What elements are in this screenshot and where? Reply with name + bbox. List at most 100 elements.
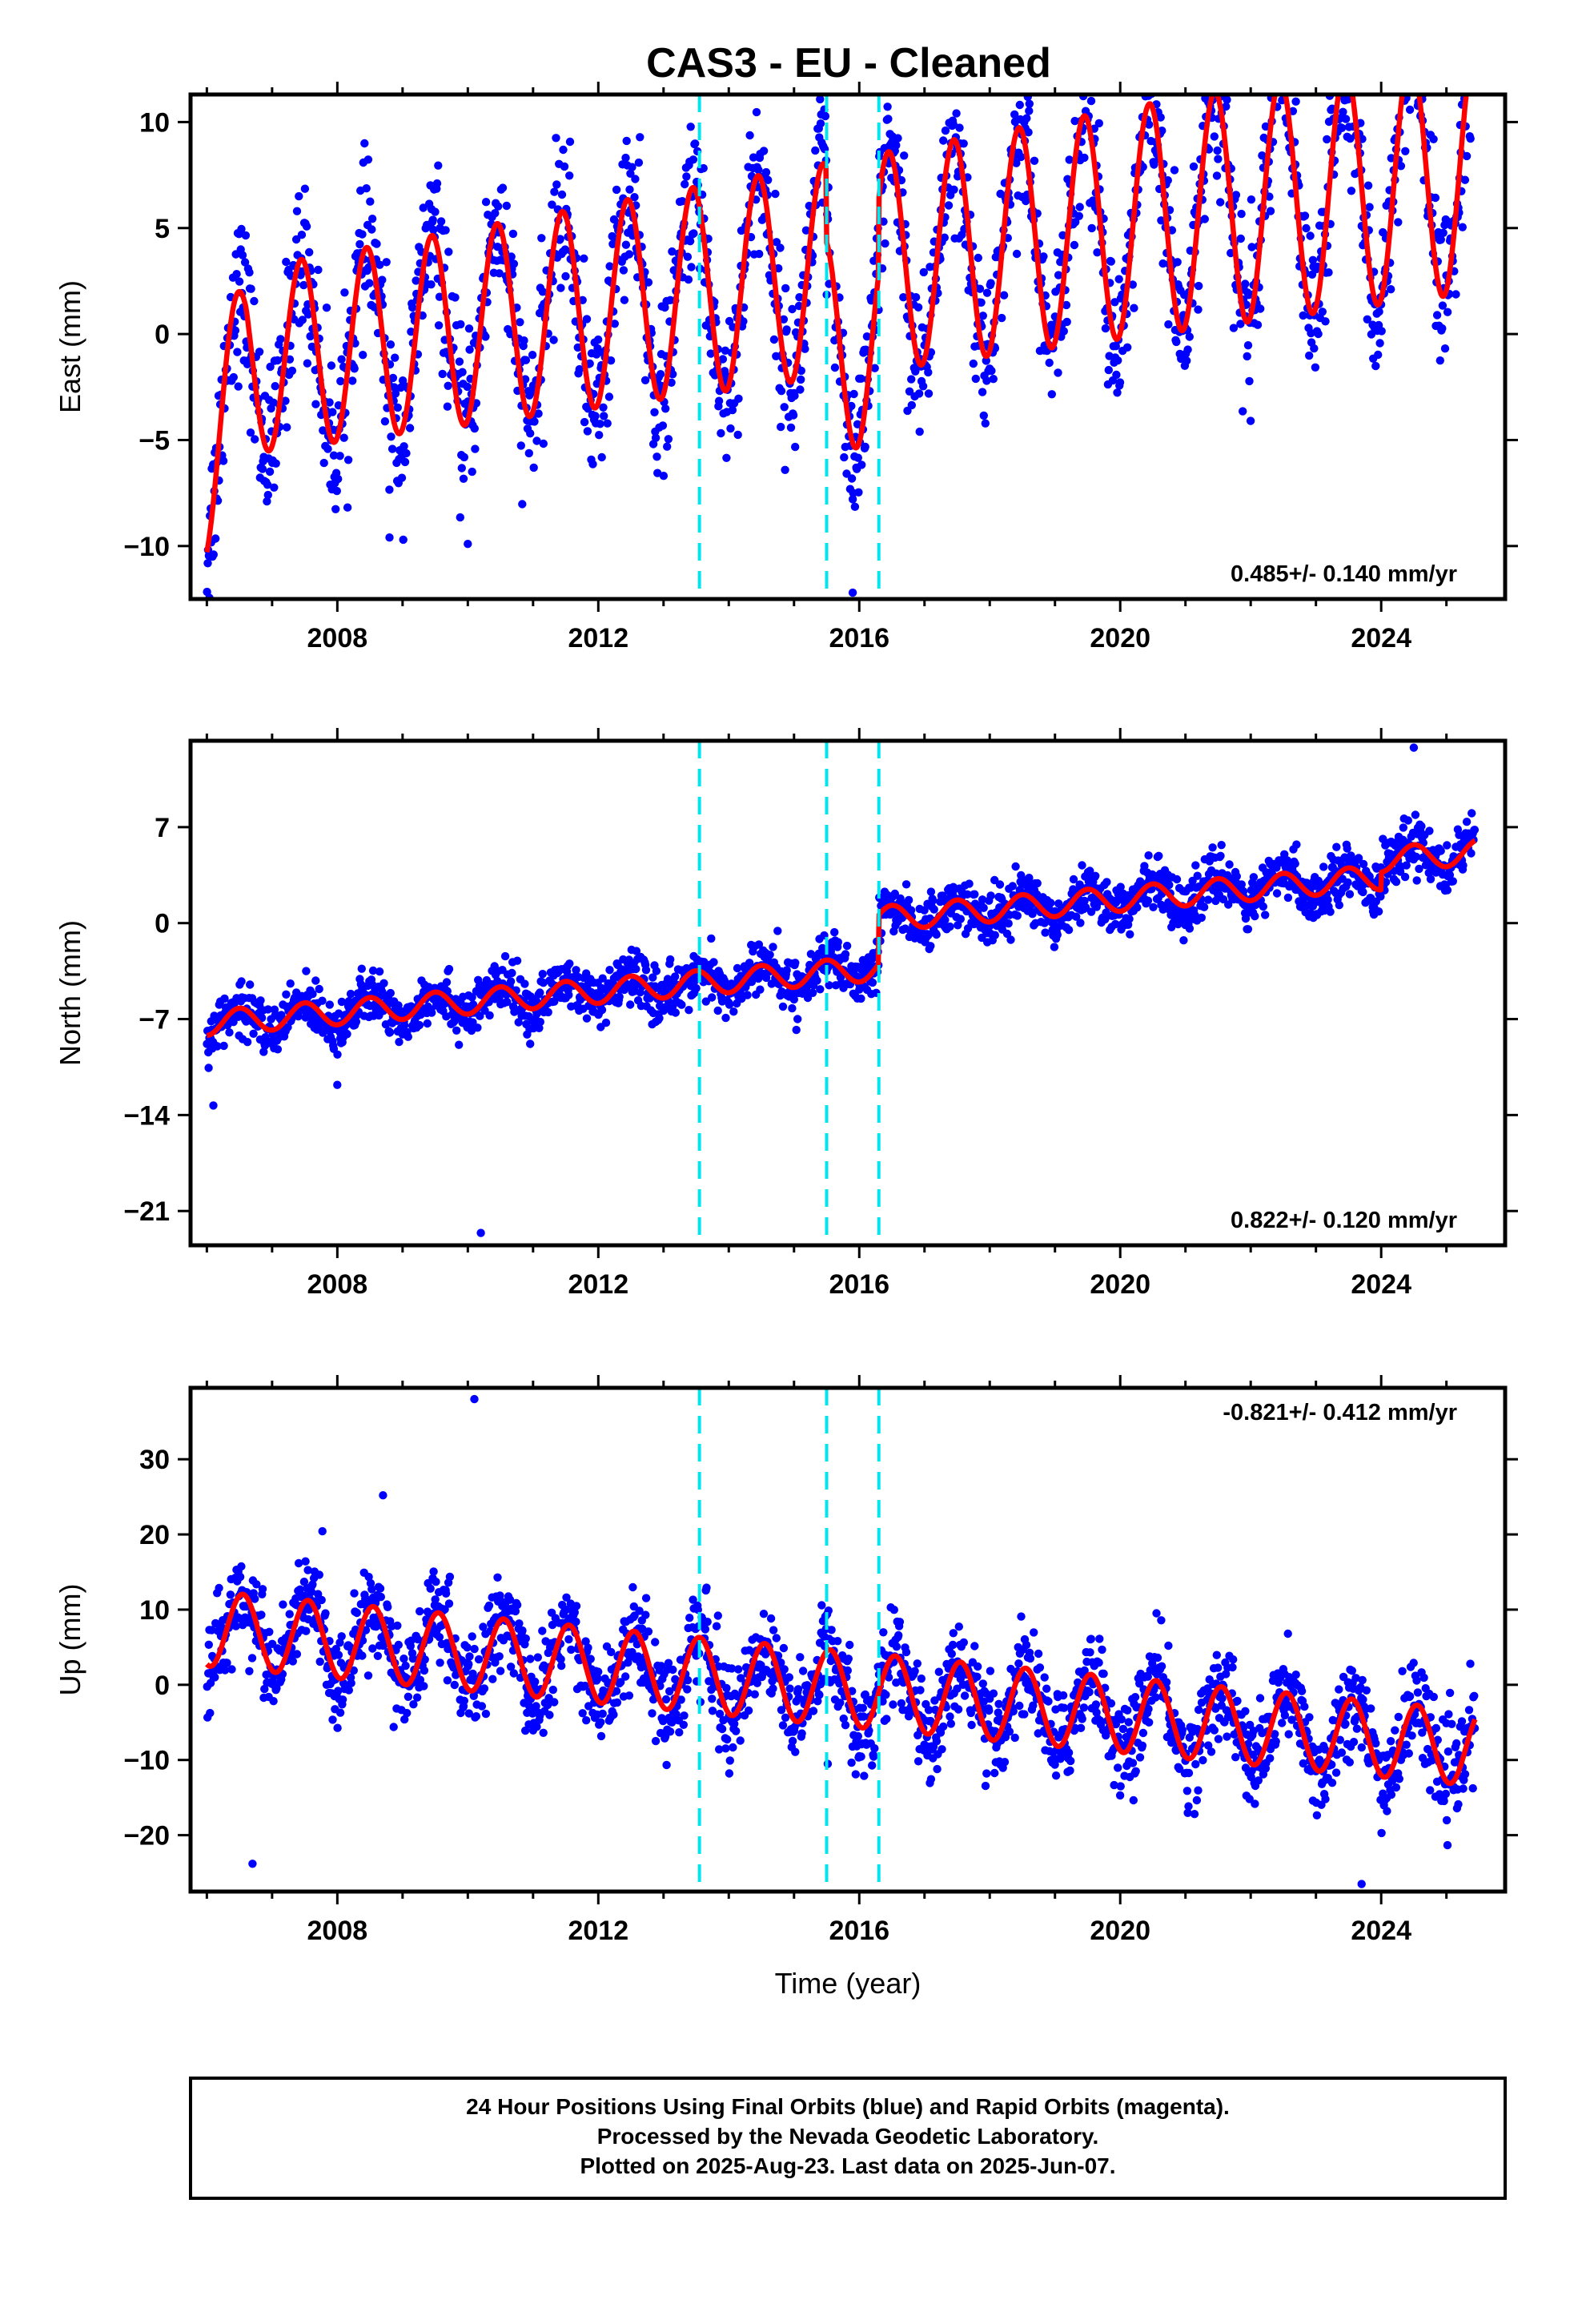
data-point [668, 247, 677, 256]
data-point [1210, 58, 1218, 66]
data-point [428, 215, 437, 224]
data-point [1199, 903, 1209, 911]
data-points [203, 22, 1475, 599]
data-point [387, 444, 397, 453]
data-point [1319, 862, 1328, 871]
data-point [1217, 49, 1225, 57]
data-point [588, 460, 597, 468]
data-point [476, 1011, 484, 1020]
data-point [375, 967, 384, 976]
data-point [1142, 76, 1150, 84]
data-point [1440, 344, 1450, 353]
data-point [474, 1655, 484, 1664]
data-point [628, 163, 636, 171]
data-point [1283, 893, 1293, 903]
data-point [306, 332, 315, 341]
data-point [560, 162, 569, 171]
data-point [982, 356, 991, 365]
data-point [1028, 910, 1037, 919]
data-point [397, 473, 407, 482]
data-point [246, 980, 255, 989]
data-point [801, 344, 809, 353]
data-point [459, 474, 468, 483]
data-point [779, 315, 789, 324]
data-point [1156, 113, 1165, 122]
data-point [544, 1007, 552, 1017]
data-point [661, 303, 669, 312]
data-point [1064, 926, 1074, 935]
data-point [529, 463, 538, 472]
data-point [1468, 809, 1476, 818]
data-point [1332, 842, 1341, 851]
data-point [229, 372, 238, 382]
data-point [537, 234, 546, 243]
data-point [664, 435, 673, 444]
data-point [240, 258, 250, 267]
data-point [990, 931, 1000, 939]
data-point [565, 137, 575, 147]
data-point [1164, 320, 1173, 329]
data-point [337, 355, 346, 364]
data-point [1183, 345, 1192, 354]
data-point [1106, 257, 1116, 266]
data-point [404, 1032, 412, 1041]
data-point [382, 258, 391, 267]
data-point [1291, 97, 1300, 106]
data-point [986, 279, 995, 287]
data-point [906, 906, 916, 915]
data-point [343, 456, 353, 464]
data-point [426, 1584, 435, 1593]
data-point [257, 1610, 266, 1619]
data-point [1324, 268, 1333, 277]
data-point [556, 235, 564, 243]
data-point [1311, 363, 1320, 372]
data-point [412, 276, 420, 285]
data-point [979, 903, 988, 912]
outlier-point [476, 1228, 485, 1237]
data-point [1403, 55, 1411, 63]
data-point [1012, 159, 1021, 167]
data-point [669, 370, 677, 379]
data-point [1410, 44, 1418, 52]
data-point [1377, 327, 1386, 336]
data-point [1272, 58, 1280, 66]
data-point [582, 1014, 592, 1023]
data-point [564, 1634, 573, 1644]
data-point [352, 1608, 361, 1618]
data-point [1150, 55, 1158, 63]
y-tick-label: −5 [139, 425, 170, 456]
data-point [793, 1015, 802, 1023]
data-point [287, 366, 297, 376]
data-point [444, 247, 453, 256]
data-point [301, 1557, 310, 1566]
data-point [789, 995, 798, 1004]
plot-frame [188, 92, 1508, 601]
data-point [1247, 195, 1256, 204]
data-point [1101, 324, 1110, 333]
data-point [1363, 181, 1373, 190]
data-point [1265, 192, 1274, 201]
data-point [295, 191, 303, 201]
data-point [692, 983, 701, 993]
data-point [391, 389, 400, 398]
data-point [978, 895, 987, 904]
data-point [821, 111, 830, 121]
data-point [368, 966, 378, 975]
data-point [1154, 851, 1163, 861]
data-point [1462, 151, 1472, 161]
x-tick-label: 2012 [568, 623, 628, 653]
data-point [383, 1602, 392, 1612]
data-point [535, 1023, 544, 1033]
data-point [1335, 901, 1344, 910]
data-point [797, 366, 805, 376]
data-point [870, 364, 879, 372]
data-point [380, 417, 390, 426]
data-point [1232, 872, 1242, 881]
data-point [1339, 22, 1347, 30]
data-point [1182, 356, 1191, 365]
data-point [518, 1626, 527, 1635]
data-point [621, 153, 630, 163]
data-point [363, 155, 373, 164]
data-point [652, 967, 661, 975]
